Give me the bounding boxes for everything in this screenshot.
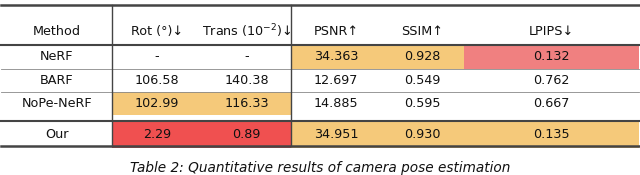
Bar <box>291 122 381 148</box>
Text: LPIPS↓: LPIPS↓ <box>529 25 573 38</box>
Text: BARF: BARF <box>40 74 74 87</box>
Text: NeRF: NeRF <box>40 50 74 64</box>
Text: Trans $(10^{-2})$↓: Trans $(10^{-2})$↓ <box>202 23 291 40</box>
Bar <box>202 92 291 115</box>
Text: 0.549: 0.549 <box>404 74 440 87</box>
Text: Our: Our <box>45 128 68 141</box>
Text: Table 2: Quantitative results of camera pose estimation: Table 2: Quantitative results of camera … <box>130 161 510 175</box>
Text: Method: Method <box>33 25 81 38</box>
Text: SSIM↑: SSIM↑ <box>401 25 443 38</box>
Text: Rot (°)↓: Rot (°)↓ <box>131 25 183 38</box>
Text: 106.58: 106.58 <box>135 74 179 87</box>
Text: 0.762: 0.762 <box>533 74 570 87</box>
Bar <box>113 122 202 148</box>
Text: 0.928: 0.928 <box>404 50 440 64</box>
Text: 0.132: 0.132 <box>533 50 570 64</box>
Text: 0.667: 0.667 <box>533 97 570 110</box>
Bar <box>291 46 381 69</box>
Text: 102.99: 102.99 <box>135 97 179 110</box>
Text: 12.697: 12.697 <box>314 74 358 87</box>
Text: -: - <box>155 50 159 64</box>
Bar <box>381 122 464 148</box>
Text: 0.595: 0.595 <box>404 97 440 110</box>
Text: 14.885: 14.885 <box>314 97 358 110</box>
Text: 34.363: 34.363 <box>314 50 358 64</box>
Bar <box>202 122 291 148</box>
Text: PSNR↑: PSNR↑ <box>314 25 358 38</box>
Text: NoPe-NeRF: NoPe-NeRF <box>22 97 92 110</box>
Text: 140.38: 140.38 <box>224 74 269 87</box>
Bar <box>464 46 639 69</box>
Text: 0.930: 0.930 <box>404 128 440 141</box>
Text: 34.951: 34.951 <box>314 128 358 141</box>
Bar <box>381 46 464 69</box>
Text: 0.135: 0.135 <box>533 128 570 141</box>
Text: 0.89: 0.89 <box>232 128 260 141</box>
Text: 2.29: 2.29 <box>143 128 172 141</box>
Bar <box>113 92 202 115</box>
Text: -: - <box>244 50 249 64</box>
Bar <box>464 122 639 148</box>
Text: 116.33: 116.33 <box>224 97 269 110</box>
